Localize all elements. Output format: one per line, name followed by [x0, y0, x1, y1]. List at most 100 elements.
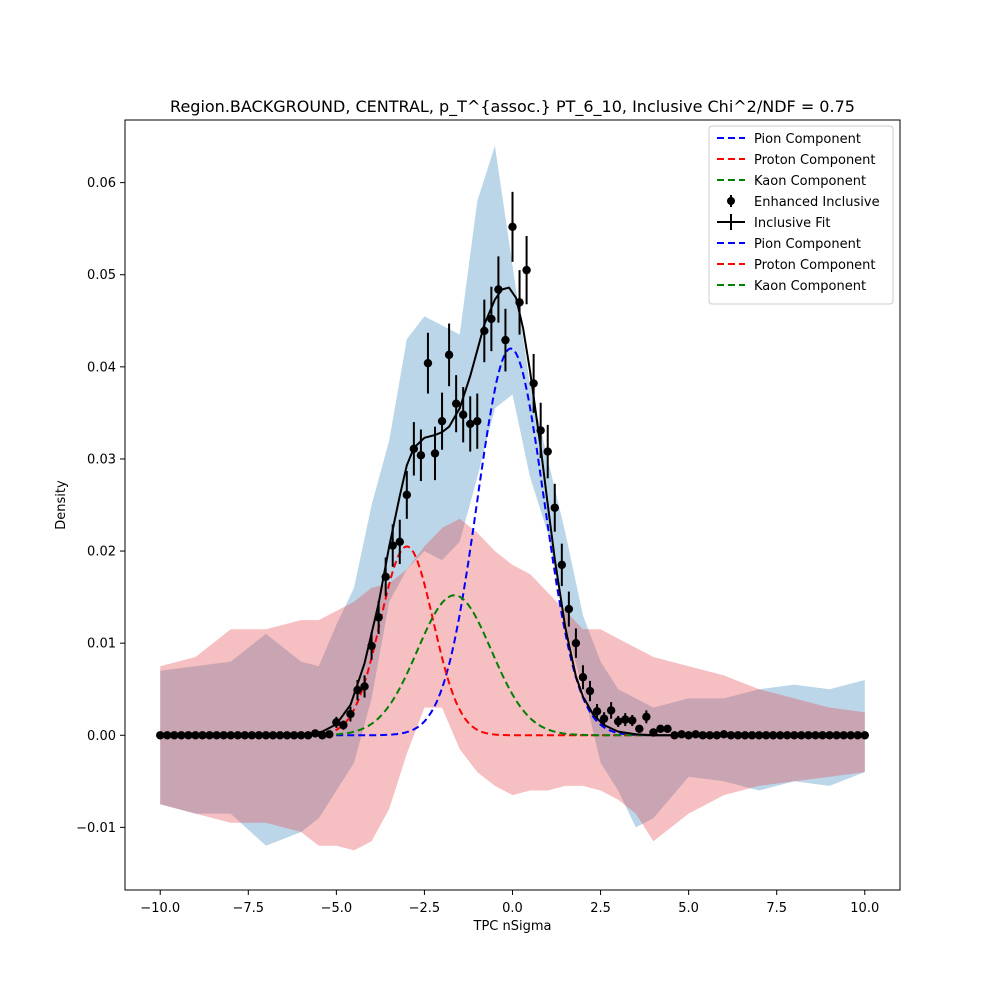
x-tick-label: −10.0 [140, 901, 180, 916]
data-point [346, 706, 355, 722]
data-point [332, 716, 341, 728]
uncertainty-bands [160, 145, 865, 851]
data-point [473, 393, 482, 449]
data-point [804, 731, 813, 740]
data-marker [684, 731, 693, 740]
data-point [451, 375, 461, 433]
data-point [761, 731, 771, 740]
data-point [275, 731, 285, 740]
data-point [296, 731, 306, 740]
data-marker [339, 720, 348, 730]
data-marker [846, 731, 855, 740]
data-point [733, 731, 743, 740]
data-marker [437, 416, 447, 426]
x-tick-label: 0.0 [502, 901, 523, 916]
legend-item: Enhanced Inclusive [727, 195, 880, 210]
data-point [719, 730, 729, 739]
data-point [388, 524, 397, 567]
data-point [409, 422, 419, 476]
legend-swatch [727, 197, 735, 205]
data-marker [754, 731, 764, 740]
data-marker [381, 572, 390, 582]
x-tick-label: 5.0 [678, 901, 699, 916]
data-point [444, 323, 454, 387]
y-tick-label: 0.02 [87, 545, 116, 560]
data-point [754, 731, 764, 740]
data-marker [536, 426, 545, 435]
data-point [628, 715, 637, 727]
data-point [205, 731, 214, 740]
data-marker [832, 731, 841, 740]
data-point [487, 286, 496, 352]
data-marker [599, 714, 609, 723]
data-marker [592, 707, 602, 716]
legend-item: Kaon Component [717, 279, 866, 294]
data-point [839, 731, 848, 740]
data-marker [325, 730, 334, 739]
data-point [740, 731, 750, 740]
data-point [649, 728, 658, 737]
data-point [325, 730, 334, 739]
x-tick-label: 2.5 [590, 901, 611, 916]
data-marker [656, 724, 665, 734]
chart-title: Region.BACKGROUND, CENTRAL, p_T^{assoc.}… [170, 97, 855, 117]
data-point [522, 236, 531, 305]
data-point [571, 628, 581, 658]
y-tick-label: 0.06 [87, 176, 116, 191]
data-marker [402, 490, 412, 500]
data-point [621, 713, 630, 727]
data-point [466, 396, 475, 452]
data-marker [374, 613, 383, 622]
legend-label: Proton Component [754, 153, 876, 168]
data-point [191, 731, 200, 740]
data-marker [783, 731, 792, 740]
data-point [712, 731, 722, 740]
data-point [282, 731, 292, 740]
data-marker [642, 712, 651, 722]
data-point [585, 680, 595, 702]
data-marker [156, 731, 165, 740]
data-point [853, 731, 862, 740]
data-marker [430, 449, 440, 458]
data-point [374, 600, 383, 634]
data-marker [853, 731, 862, 740]
data-point [289, 731, 299, 740]
data-point [663, 724, 672, 734]
data-point [606, 702, 616, 719]
data-point [156, 731, 165, 740]
data-marker [191, 731, 200, 740]
pion-uncertainty-band [160, 145, 865, 846]
data-marker [170, 731, 179, 740]
data-marker [360, 682, 369, 691]
data-point [599, 712, 609, 726]
data-point [536, 402, 545, 459]
data-marker [409, 444, 419, 454]
data-marker [712, 731, 722, 740]
data-point [797, 731, 806, 740]
x-axis-ticks: −10.0 −7.5 −5.0 −2.5 0.0 2.5 5.0 7.5 10.0 [140, 890, 879, 916]
data-point [480, 299, 489, 363]
data-marker [698, 731, 707, 740]
data-marker [346, 709, 355, 719]
x-tick-label: −7.5 [233, 901, 265, 916]
data-marker [557, 560, 567, 570]
data-marker [508, 222, 517, 232]
data-marker [670, 731, 679, 740]
data-point [691, 730, 700, 739]
data-marker [388, 541, 397, 550]
data-point [494, 256, 503, 323]
data-marker [768, 731, 778, 740]
data-point [811, 731, 820, 740]
data-marker [663, 724, 672, 734]
data-marker [254, 731, 264, 740]
legend-item: Proton Component [717, 258, 876, 273]
y-axis-ticks: −0.01 0.00 0.01 0.02 0.03 0.04 0.05 0.06 [76, 176, 125, 836]
data-marker [275, 731, 285, 740]
data-point [381, 557, 390, 597]
data-point [416, 429, 426, 482]
data-marker [726, 731, 736, 740]
data-point [768, 731, 778, 740]
data-point [726, 731, 736, 740]
data-marker [740, 731, 750, 740]
data-marker [543, 447, 552, 456]
